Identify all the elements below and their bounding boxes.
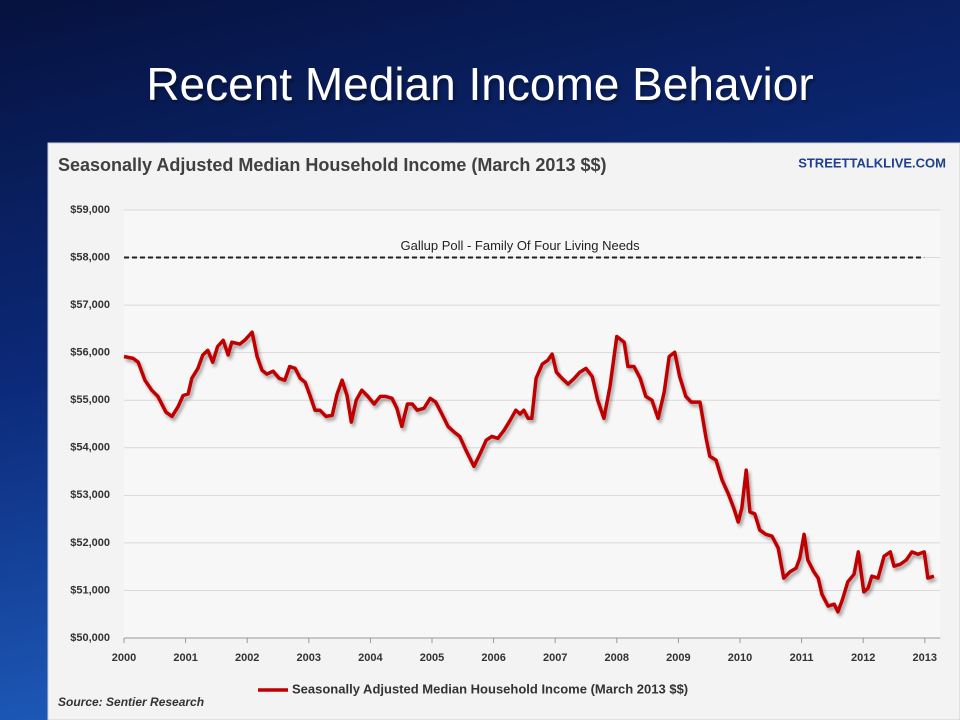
y-tick-label: $52,000 xyxy=(70,537,110,549)
x-tick-label: 2008 xyxy=(605,652,629,664)
plot-area xyxy=(124,210,941,638)
series-line xyxy=(123,330,935,614)
slide-title: Recent Median Income Behavior xyxy=(146,58,813,110)
watermark: STREETTALKLIVE.COM xyxy=(798,155,946,170)
x-tick-label: 2001 xyxy=(173,652,197,664)
y-tick-label: $56,000 xyxy=(70,347,110,359)
x-tick-label: 2013 xyxy=(913,652,937,664)
plot: $50,000 $51,000 $52,000 $53,000 $54,000 $55,0… xyxy=(70,204,941,696)
x-tick-label: 2011 xyxy=(790,652,814,664)
y-tick-label: $50,000 xyxy=(70,632,110,644)
y-tick-label: $54,000 xyxy=(70,442,110,454)
x-tick-label: 2007 xyxy=(543,652,567,664)
x-tick-label: 2005 xyxy=(420,652,444,664)
x-tick-label: 2006 xyxy=(481,652,505,664)
legend-label: Seasonally Adjusted Median Household Inc… xyxy=(292,681,688,696)
x-tick-label: 2012 xyxy=(851,652,875,664)
y-tick-label: $55,000 xyxy=(70,394,110,406)
x-tick-label: 2009 xyxy=(666,652,690,664)
x-tick-label: 2002 xyxy=(235,652,259,664)
x-tick-label: 2000 xyxy=(112,652,136,664)
x-tick-label: 2004 xyxy=(358,652,383,664)
chart-title: Seasonally Adjusted Median Household Inc… xyxy=(58,155,606,175)
reference-label: Gallup Poll - Family Of Four Living Need… xyxy=(401,238,641,253)
y-tick-label: $59,000 xyxy=(70,204,110,216)
y-tick-label: $58,000 xyxy=(70,251,110,263)
y-tick-label: $51,000 xyxy=(70,584,110,596)
y-tick-label: $57,000 xyxy=(70,299,110,311)
x-tick-label: 2010 xyxy=(728,652,752,664)
x-tick-label: 2003 xyxy=(297,652,321,664)
source: Source: Sentier Research xyxy=(58,695,204,709)
y-tick-label: $53,000 xyxy=(70,489,110,501)
